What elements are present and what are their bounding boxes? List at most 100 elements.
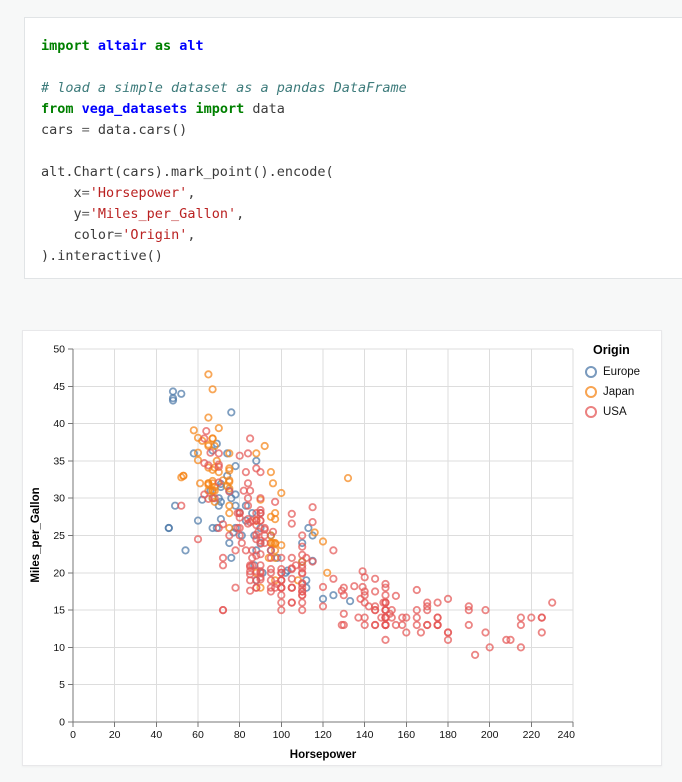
- data-point[interactable]: [260, 538, 269, 548]
- data-point[interactable]: [266, 576, 275, 585]
- data-point[interactable]: [200, 434, 209, 443]
- data-point[interactable]: [516, 613, 525, 622]
- data-point[interactable]: [210, 497, 219, 506]
- data-point[interactable]: [256, 550, 265, 559]
- data-point[interactable]: [339, 591, 348, 600]
- data-point[interactable]: [298, 591, 307, 600]
- data-point[interactable]: [485, 643, 494, 652]
- data-point[interactable]: [318, 594, 328, 603]
- data-point[interactable]: [385, 609, 394, 618]
- data-point[interactable]: [266, 583, 275, 592]
- data-point[interactable]: [433, 620, 442, 630]
- data-point[interactable]: [225, 523, 234, 533]
- data-point[interactable]: [277, 565, 286, 574]
- data-point[interactable]: [256, 516, 265, 525]
- data-point[interactable]: [231, 546, 240, 555]
- data-point[interactable]: [218, 561, 228, 570]
- data-point[interactable]: [277, 541, 286, 550]
- data-point[interactable]: [298, 579, 307, 588]
- data-point[interactable]: [345, 596, 355, 606]
- data-point[interactable]: [252, 521, 261, 530]
- data-point[interactable]: [193, 456, 203, 465]
- data-point[interactable]: [266, 468, 275, 477]
- data-point[interactable]: [298, 598, 307, 607]
- data-point[interactable]: [527, 613, 536, 622]
- data-point[interactable]: [204, 461, 213, 470]
- data-point[interactable]: [537, 628, 546, 637]
- data-point[interactable]: [252, 449, 261, 458]
- data-point[interactable]: [412, 620, 421, 630]
- data-point[interactable]: [298, 531, 307, 540]
- data-point[interactable]: [235, 531, 244, 540]
- data-point[interactable]: [256, 575, 265, 584]
- data-point[interactable]: [206, 448, 215, 457]
- data-point[interactable]: [370, 620, 380, 630]
- data-point[interactable]: [370, 605, 380, 615]
- data-point[interactable]: [218, 520, 228, 529]
- data-point[interactable]: [227, 408, 236, 417]
- data-point[interactable]: [356, 594, 365, 603]
- data-point[interactable]: [470, 650, 480, 659]
- data-point[interactable]: [246, 434, 255, 443]
- data-point[interactable]: [277, 605, 286, 615]
- data-point[interactable]: [233, 523, 242, 533]
- data-point[interactable]: [225, 464, 234, 473]
- data-point[interactable]: [298, 605, 307, 615]
- data-point[interactable]: [246, 586, 255, 595]
- data-point[interactable]: [268, 527, 278, 536]
- data-point[interactable]: [379, 598, 388, 607]
- data-point[interactable]: [177, 389, 186, 398]
- data-point[interactable]: [308, 518, 317, 527]
- data-point[interactable]: [298, 542, 307, 551]
- data-point[interactable]: [252, 535, 261, 544]
- data-point[interactable]: [339, 609, 348, 618]
- data-point[interactable]: [164, 523, 173, 533]
- data-point[interactable]: [210, 441, 219, 451]
- data-point[interactable]: [260, 523, 269, 533]
- data-point[interactable]: [329, 591, 338, 600]
- data-point[interactable]: [464, 602, 473, 611]
- data-point[interactable]: [256, 494, 265, 503]
- data-point[interactable]: [423, 605, 432, 615]
- data-point[interactable]: [193, 448, 203, 457]
- data-point[interactable]: [181, 546, 190, 555]
- data-point[interactable]: [252, 567, 261, 576]
- data-point[interactable]: [548, 598, 557, 607]
- data-point[interactable]: [360, 587, 369, 596]
- data-point[interactable]: [235, 451, 244, 460]
- data-point[interactable]: [298, 569, 307, 578]
- data-point[interactable]: [329, 574, 338, 583]
- data-point[interactable]: [271, 497, 280, 506]
- data-point[interactable]: [225, 487, 234, 496]
- data-point[interactable]: [208, 385, 217, 394]
- data-point[interactable]: [243, 515, 253, 524]
- data-point[interactable]: [398, 620, 407, 630]
- data-point[interactable]: [423, 598, 432, 607]
- data-point[interactable]: [502, 635, 511, 644]
- data-point[interactable]: [241, 546, 250, 555]
- data-point[interactable]: [329, 546, 338, 555]
- data-point[interactable]: [248, 509, 257, 518]
- data-point[interactable]: [287, 583, 296, 592]
- data-point[interactable]: [506, 635, 515, 644]
- data-point[interactable]: [412, 585, 421, 595]
- data-point[interactable]: [268, 479, 278, 488]
- data-point[interactable]: [200, 490, 209, 499]
- data-point[interactable]: [287, 574, 296, 583]
- data-point[interactable]: [358, 567, 367, 576]
- data-point[interactable]: [370, 574, 380, 583]
- data-point[interactable]: [298, 561, 307, 570]
- data-point[interactable]: [391, 591, 400, 600]
- data-point[interactable]: [412, 605, 421, 615]
- data-point[interactable]: [233, 509, 242, 518]
- data-point[interactable]: [208, 434, 217, 443]
- data-point[interactable]: [360, 620, 369, 630]
- data-point[interactable]: [516, 620, 525, 630]
- data-point[interactable]: [343, 474, 353, 483]
- data-point[interactable]: [304, 523, 313, 533]
- data-point[interactable]: [239, 486, 248, 495]
- data-point[interactable]: [433, 613, 442, 622]
- data-point[interactable]: [196, 479, 205, 488]
- data-point[interactable]: [266, 587, 275, 596]
- data-point[interactable]: [350, 582, 359, 591]
